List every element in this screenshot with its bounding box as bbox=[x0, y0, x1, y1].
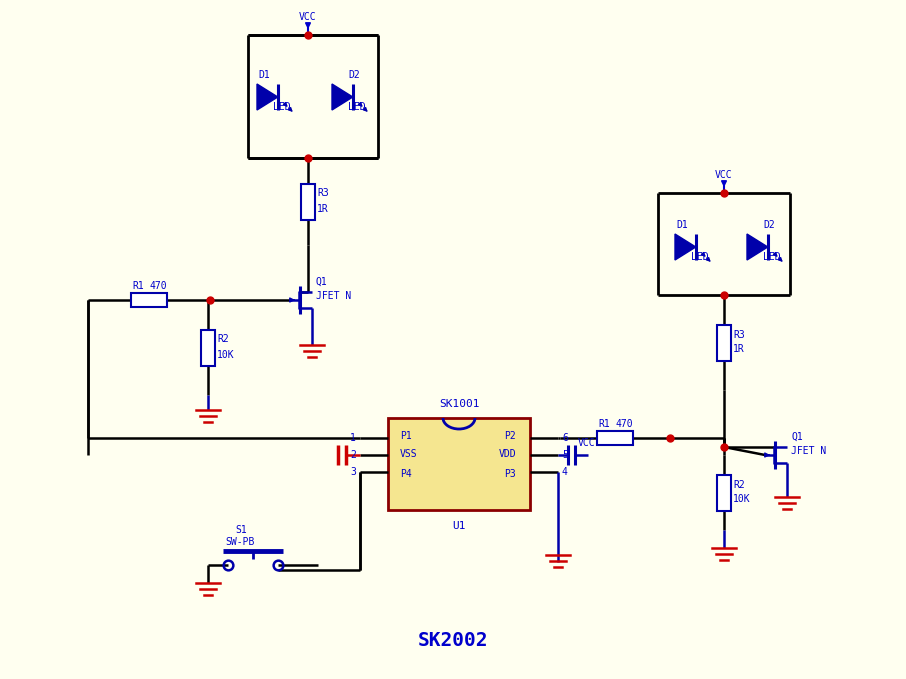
Text: VDD: VDD bbox=[498, 449, 516, 459]
Text: JFET N: JFET N bbox=[791, 446, 826, 456]
Polygon shape bbox=[257, 84, 278, 110]
Bar bbox=[717, 475, 731, 511]
Text: 6: 6 bbox=[562, 433, 568, 443]
Polygon shape bbox=[747, 234, 767, 260]
Text: P3: P3 bbox=[505, 469, 516, 479]
Text: P4: P4 bbox=[400, 469, 411, 479]
Text: R3: R3 bbox=[317, 189, 329, 198]
Bar bbox=[301, 183, 315, 219]
Bar bbox=[131, 293, 167, 307]
Text: 1R: 1R bbox=[733, 344, 745, 354]
Text: 470: 470 bbox=[149, 281, 167, 291]
Text: LED: LED bbox=[273, 102, 291, 112]
Text: VCC: VCC bbox=[299, 12, 317, 22]
Text: SW-PB: SW-PB bbox=[225, 537, 255, 547]
Text: 5: 5 bbox=[562, 450, 568, 460]
Text: R2: R2 bbox=[733, 479, 745, 490]
Text: 4: 4 bbox=[562, 467, 568, 477]
Text: R3: R3 bbox=[733, 329, 745, 340]
Text: P2: P2 bbox=[505, 431, 516, 441]
Text: R2: R2 bbox=[217, 335, 228, 344]
Polygon shape bbox=[675, 234, 696, 260]
Text: D1: D1 bbox=[258, 70, 270, 80]
Text: R1: R1 bbox=[132, 281, 144, 291]
Text: VCC: VCC bbox=[578, 438, 595, 448]
Text: Q1: Q1 bbox=[791, 432, 803, 442]
Text: Q1: Q1 bbox=[316, 277, 328, 287]
Text: LED: LED bbox=[691, 252, 708, 262]
Text: VSS: VSS bbox=[400, 449, 418, 459]
Text: D2: D2 bbox=[348, 70, 360, 80]
Bar bbox=[388, 418, 530, 510]
Text: JFET N: JFET N bbox=[316, 291, 352, 301]
Text: SK2002: SK2002 bbox=[418, 631, 488, 650]
Text: 10K: 10K bbox=[733, 494, 751, 504]
Polygon shape bbox=[332, 84, 352, 110]
Text: 1: 1 bbox=[350, 433, 356, 443]
Text: 2: 2 bbox=[350, 450, 356, 460]
Text: R1: R1 bbox=[598, 419, 610, 429]
Text: 3: 3 bbox=[350, 467, 356, 477]
Text: VCC: VCC bbox=[715, 170, 733, 180]
Text: S1: S1 bbox=[235, 525, 246, 535]
Text: U1: U1 bbox=[452, 521, 466, 531]
Text: 1R: 1R bbox=[317, 204, 329, 213]
Text: P1: P1 bbox=[400, 431, 411, 441]
Text: SK1001: SK1001 bbox=[439, 399, 479, 409]
Bar bbox=[201, 329, 215, 365]
Text: 10K: 10K bbox=[217, 350, 235, 359]
Text: D2: D2 bbox=[763, 220, 775, 230]
Bar bbox=[597, 431, 633, 445]
Text: LED: LED bbox=[763, 252, 781, 262]
Text: LED: LED bbox=[348, 102, 366, 112]
Text: 470: 470 bbox=[615, 419, 632, 429]
Text: D1: D1 bbox=[676, 220, 688, 230]
Bar bbox=[717, 325, 731, 361]
